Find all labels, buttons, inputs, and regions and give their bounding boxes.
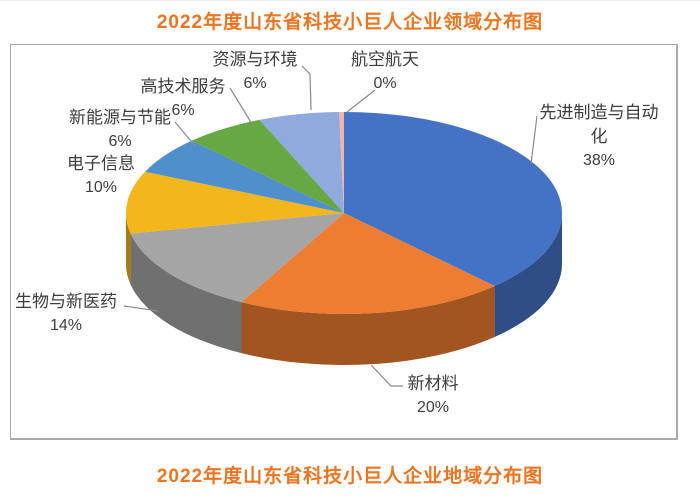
slice-label-electronic-info: 电子信息 10% [43,152,159,200]
slice-name: 生物与新医药 [15,292,117,311]
pie-slice-path [126,213,131,285]
slice-pct: 38% [582,152,616,169]
label-leader-line [530,115,538,165]
pie-slice-path [130,233,242,354]
pie-slice-path [344,112,562,287]
slice-name: 航空航天 [351,50,419,69]
pie-slice-path [339,112,344,213]
slice-label-aerospace: 航空航天 0% [340,48,430,96]
slice-label-new-energy: 新能源与节能 6% [50,106,190,154]
slice-pct: 10% [84,179,118,196]
label-leader-line [229,87,253,125]
slice-name: 新能源与节能 [69,108,171,127]
pie-slice-path [191,119,344,213]
slice-pct: 0% [373,75,397,92]
pie-slice-path [126,171,344,234]
slice-label-new-materials: 新材料 20% [395,372,471,420]
slice-name: 先进制造与自动化 [539,103,659,146]
slice-label-hightech-services: 高技术服务 6% [128,75,238,123]
label-leader-line [123,305,159,312]
pie-slice-path [241,213,495,314]
slice-label-resources-environment: 资源与环境 6% [205,48,305,96]
slice-pct: 6% [171,102,195,119]
slice-name: 电子信息 [67,154,135,173]
slice-pct: 20% [416,399,450,416]
label-leader-line [174,121,197,148]
label-leader-line [370,364,403,387]
slice-pct: 14% [49,317,83,334]
slice-pct: 6% [108,133,132,150]
pie-slice-path [259,112,344,213]
chart-title-top: 2022年度山东省科技小巨人企业领域分布图 [156,12,544,33]
pie-slice-path [241,286,495,366]
slice-label-bio-medicine: 生物与新医药 14% [4,290,128,338]
label-leader-line [346,89,376,113]
slice-label-advanced-manufacturing: 先进制造与自动化 38% [537,101,661,173]
slice-name: 新材料 [407,374,459,393]
chart-title-bottom: 2022年度山东省科技小巨人企业地域分布图 [156,466,544,487]
slice-pct: 6% [243,75,267,92]
page-top-divider [0,0,700,1]
pie-slice-path [494,213,562,338]
slice-name: 资源与环境 [212,50,298,69]
pie-slice-path [145,140,344,213]
label-leader-line [301,65,312,111]
pie-slice-path [130,213,344,303]
slice-name: 高技术服务 [140,77,226,96]
